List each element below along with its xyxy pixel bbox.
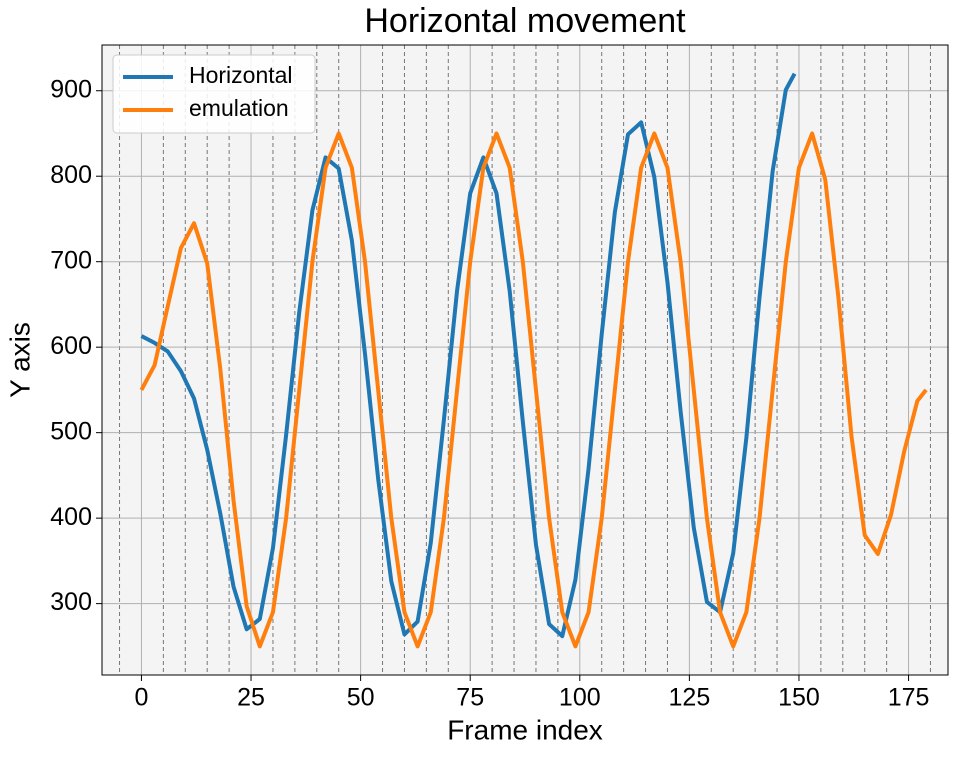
y-tick-label: 900: [50, 75, 92, 103]
y-tick-label: 600: [50, 332, 92, 360]
x-axis-label: Frame index: [447, 714, 603, 745]
y-tick-label: 500: [50, 417, 92, 445]
lines: [139, 72, 928, 649]
legend: Horizontal emulation: [112, 54, 316, 134]
x-tick-label: 125: [669, 684, 711, 712]
legend-label: Horizontal: [189, 62, 293, 88]
chart-title: Horizontal movement: [364, 2, 686, 40]
x-tick-label: 75: [456, 684, 484, 712]
y-axis-label: Y axis: [4, 322, 35, 398]
x-tick-label: 150: [778, 684, 820, 712]
y-tick-label: 400: [50, 503, 92, 531]
plot-frame: [101, 44, 949, 676]
x-tick-label: 50: [347, 684, 375, 712]
legend-label: emulation: [189, 95, 289, 121]
x-tick-label: 175: [888, 684, 930, 712]
ticks: 0 25 50 75 100 125 150 175 300 400 500 600 700 800 900: [50, 75, 929, 711]
x-tick-label: 100: [559, 684, 601, 712]
x-tick-label: 0: [134, 684, 148, 712]
series-line: [139, 131, 928, 649]
x-tick-label: 25: [237, 684, 265, 712]
y-tick-label: 700: [50, 246, 92, 274]
grid: [102, 45, 948, 675]
legend-box: [112, 54, 316, 134]
y-tick-label: 800: [50, 161, 92, 189]
y-tick-label: 300: [50, 588, 92, 616]
